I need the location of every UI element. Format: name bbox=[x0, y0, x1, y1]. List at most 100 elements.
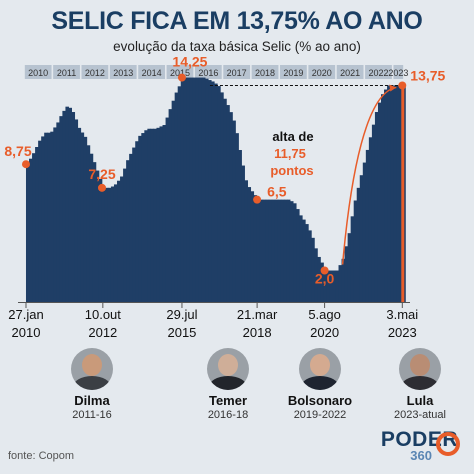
selic-bar bbox=[29, 158, 33, 302]
selic-bar bbox=[41, 136, 45, 302]
selic-bar bbox=[368, 137, 373, 302]
year-cell bbox=[308, 65, 336, 79]
year-cell bbox=[166, 65, 194, 79]
selic-bar bbox=[147, 128, 151, 302]
selic-bar bbox=[347, 233, 352, 302]
president-term: 2016-18 bbox=[207, 409, 249, 421]
selic-bar bbox=[299, 215, 303, 302]
annotation-dot bbox=[253, 195, 262, 204]
selic-bar bbox=[77, 127, 82, 302]
year-cell bbox=[53, 65, 80, 79]
president-term: 2019-2022 bbox=[293, 409, 347, 421]
year-cell bbox=[223, 65, 251, 79]
selic-bar bbox=[177, 86, 182, 302]
year-cell bbox=[365, 65, 392, 79]
selic-bar bbox=[235, 133, 239, 302]
selic-bar bbox=[153, 128, 157, 302]
president-term: 2011-16 bbox=[72, 409, 112, 421]
selic-bar bbox=[98, 178, 103, 302]
selic-bar bbox=[296, 209, 300, 302]
selic-bar bbox=[374, 112, 379, 302]
year-cell bbox=[194, 65, 222, 79]
president-name: Temer bbox=[208, 393, 248, 408]
selic-bar bbox=[353, 200, 358, 302]
selic-bar bbox=[183, 77, 188, 302]
selic-bar bbox=[280, 199, 285, 302]
year-label: 2017 bbox=[227, 68, 247, 78]
selic-bar bbox=[393, 85, 397, 302]
selic-bar bbox=[293, 203, 297, 302]
selic-bar bbox=[238, 150, 242, 302]
selic-bar bbox=[80, 132, 85, 302]
annotation-dot bbox=[177, 73, 186, 82]
year-band: 2010 2011 2012 2013 2014 2015 2016 2017 2018 2019… bbox=[24, 65, 408, 79]
annotation-label: 14,25 bbox=[172, 54, 207, 70]
date-day-label: 10.out bbox=[85, 307, 122, 322]
year-label: 2012 bbox=[85, 68, 105, 78]
callout-value: 11,75 bbox=[274, 146, 306, 161]
selic-bar bbox=[92, 162, 97, 302]
callout-arrow bbox=[341, 86, 397, 265]
president-temer: Temer 2016-18 bbox=[178, 348, 278, 421]
selic-bar bbox=[123, 168, 127, 302]
selic-bar bbox=[53, 127, 57, 302]
selic-bar bbox=[47, 132, 51, 302]
selic-bar bbox=[168, 109, 173, 302]
annotations: 8,75 7,25 14,25 6,5 2,0 13,75 bbox=[4, 54, 445, 287]
selic-bar bbox=[277, 199, 282, 302]
callout-text: alta de bbox=[272, 129, 313, 144]
annotation-dot bbox=[97, 183, 106, 192]
selic-bar bbox=[341, 258, 346, 302]
annotation-dot bbox=[21, 160, 30, 169]
bars bbox=[25, 77, 406, 303]
selic-bar bbox=[195, 77, 200, 302]
page-title: SELIC FICA EM 13,75% AO ANO bbox=[51, 7, 423, 35]
year-cell bbox=[109, 65, 137, 79]
selic-bar bbox=[144, 130, 148, 302]
selic-bar bbox=[32, 153, 36, 302]
year-label: 2022 bbox=[368, 68, 388, 78]
selic-bar bbox=[205, 78, 209, 302]
year-label: 2013 bbox=[113, 68, 133, 78]
year-cell bbox=[251, 65, 279, 79]
selic-bar bbox=[65, 106, 69, 303]
selic-bar bbox=[107, 187, 112, 302]
selic-bar bbox=[268, 199, 273, 302]
poder360-logo: PODER 360 bbox=[381, 428, 460, 463]
selic-bar bbox=[317, 256, 321, 302]
selic-bar bbox=[399, 85, 403, 302]
annotation-label: 13,75 bbox=[410, 67, 445, 83]
bolsonaro-photo-icon bbox=[299, 348, 341, 390]
selic-bar bbox=[314, 248, 318, 302]
dilma-photo-icon bbox=[71, 348, 113, 390]
callout: alta de 11,75 pontos bbox=[270, 84, 397, 265]
selic-bar bbox=[271, 199, 276, 302]
selic-bar bbox=[371, 124, 376, 302]
selic-bar bbox=[226, 105, 230, 302]
selic-bar bbox=[320, 262, 324, 302]
year-label: 2014 bbox=[142, 68, 162, 78]
selic-bar bbox=[365, 149, 370, 302]
selic-bar bbox=[113, 184, 118, 302]
selic-bar bbox=[101, 187, 106, 302]
selic-bar bbox=[289, 201, 294, 302]
selic-bar bbox=[132, 147, 136, 302]
selic-bar bbox=[180, 80, 185, 302]
selic-bar bbox=[387, 85, 391, 302]
selic-bar bbox=[220, 92, 224, 302]
selic-bar bbox=[247, 187, 252, 302]
selic-bar bbox=[104, 187, 109, 302]
page-subtitle: evolução da taxa básica Selic (% ao ano) bbox=[113, 39, 361, 54]
year-cell bbox=[393, 65, 404, 79]
annotation-label: 7,25 bbox=[88, 166, 115, 182]
selic-bar bbox=[396, 85, 400, 302]
year-cell bbox=[280, 65, 307, 79]
selic-bar bbox=[120, 176, 124, 302]
annotation-label: 8,75 bbox=[4, 143, 31, 159]
selic-bar bbox=[89, 153, 94, 302]
date-year-label: 2023 bbox=[388, 325, 417, 340]
selic-bar bbox=[323, 268, 327, 302]
selic-bar bbox=[165, 117, 170, 302]
year-cell bbox=[138, 65, 165, 79]
president-name: Lula bbox=[406, 393, 434, 408]
